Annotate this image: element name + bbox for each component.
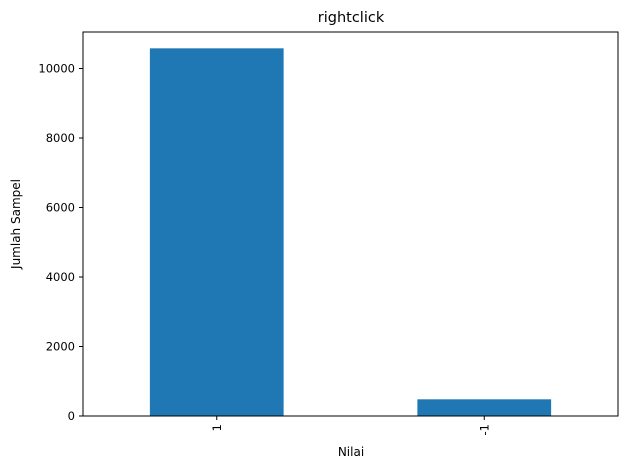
y-tick-label-3: 6000	[46, 200, 75, 214]
x-axis: 1 -1	[210, 416, 491, 435]
bar-0	[149, 48, 284, 416]
bars-group	[149, 48, 552, 416]
y-tick-label-0: 0	[68, 409, 75, 423]
chart-title: rightclick	[318, 10, 385, 26]
bar-1	[417, 399, 552, 416]
x-axis-label: Nilai	[338, 445, 364, 459]
y-tick-label-5: 10000	[38, 61, 75, 75]
x-tick-label-0: 1	[210, 424, 224, 431]
plot-frame	[82, 31, 619, 417]
y-tick-label-2: 4000	[46, 270, 75, 284]
y-tick-label-1: 2000	[46, 339, 75, 353]
x-tick-label-1: -1	[477, 424, 491, 435]
y-axis-label: Jumlah Sampel	[9, 179, 23, 270]
y-axis: 0 2000 4000 6000 8000 10000	[38, 61, 83, 423]
y-tick-label-4: 8000	[46, 131, 75, 145]
